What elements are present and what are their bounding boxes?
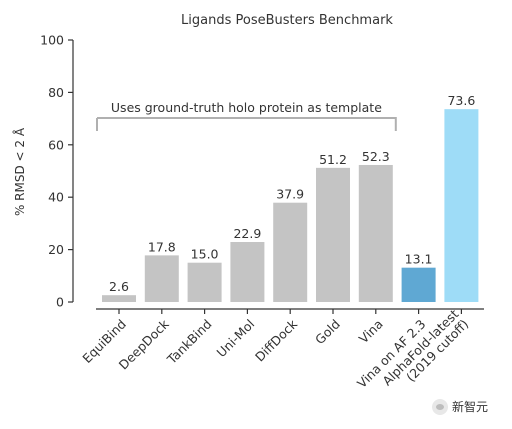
bar-value-label: 73.6 — [447, 93, 475, 108]
x-tick-label: Uni-Mol — [214, 316, 258, 360]
bar-value-label: 22.9 — [233, 226, 261, 241]
y-tick-label: 60 — [48, 137, 64, 152]
bar — [187, 262, 222, 302]
annotation-text: Uses ground-truth holo protein as templa… — [111, 100, 382, 115]
x-tick-label: Vina — [356, 316, 386, 346]
annotation: Uses ground-truth holo protein as templa… — [96, 100, 397, 131]
x-tick-label: DiffDock — [252, 316, 301, 365]
wechat-icon — [432, 398, 448, 415]
bars: 2.6 17.8 15.0 22.9 37.9 51.2 52.3 13.1 73.6 — [102, 93, 479, 302]
chart-title: Ligands PoseBusters Benchmark — [181, 13, 393, 28]
annotation-bracket — [96, 117, 397, 131]
bar — [230, 242, 265, 302]
watermark-text: 新智元 — [452, 400, 489, 414]
bar — [444, 109, 479, 302]
x-tick-label: Gold — [312, 316, 343, 347]
bar-value-label: 13.1 — [405, 252, 433, 267]
bar-value-label: 52.3 — [362, 149, 390, 164]
y-tick-label: 0 — [56, 295, 64, 310]
bar — [144, 255, 179, 302]
bar-value-label: 15.0 — [191, 247, 219, 262]
y-tick-label: 100 — [40, 33, 64, 48]
axes: 020406080100EquiBindDeepDockTankBindUni-… — [40, 33, 484, 391]
bar — [102, 295, 136, 302]
y-tick-label: 80 — [48, 85, 64, 100]
bar — [358, 164, 393, 302]
y-tick-label: 40 — [48, 190, 64, 205]
bar-value-label: 37.9 — [276, 187, 304, 202]
bar — [401, 267, 436, 302]
bar — [316, 167, 350, 302]
bar-value-label: 17.8 — [148, 239, 176, 254]
bar-value-label: 51.2 — [319, 152, 347, 167]
x-tick-label: TankBind — [163, 316, 214, 367]
bar — [273, 202, 308, 302]
bar-value-label: 2.6 — [109, 279, 129, 294]
y-tick-label: 20 — [48, 242, 64, 257]
y-axis-label: % RMSD < 2 Å — [12, 127, 27, 216]
watermark: 新智元 — [432, 398, 488, 415]
